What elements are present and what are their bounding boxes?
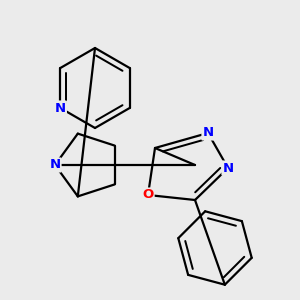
- Text: O: O: [142, 188, 154, 202]
- Text: N: N: [55, 101, 66, 115]
- Text: N: N: [50, 158, 61, 172]
- Text: N: N: [222, 161, 234, 175]
- Text: N: N: [202, 127, 214, 140]
